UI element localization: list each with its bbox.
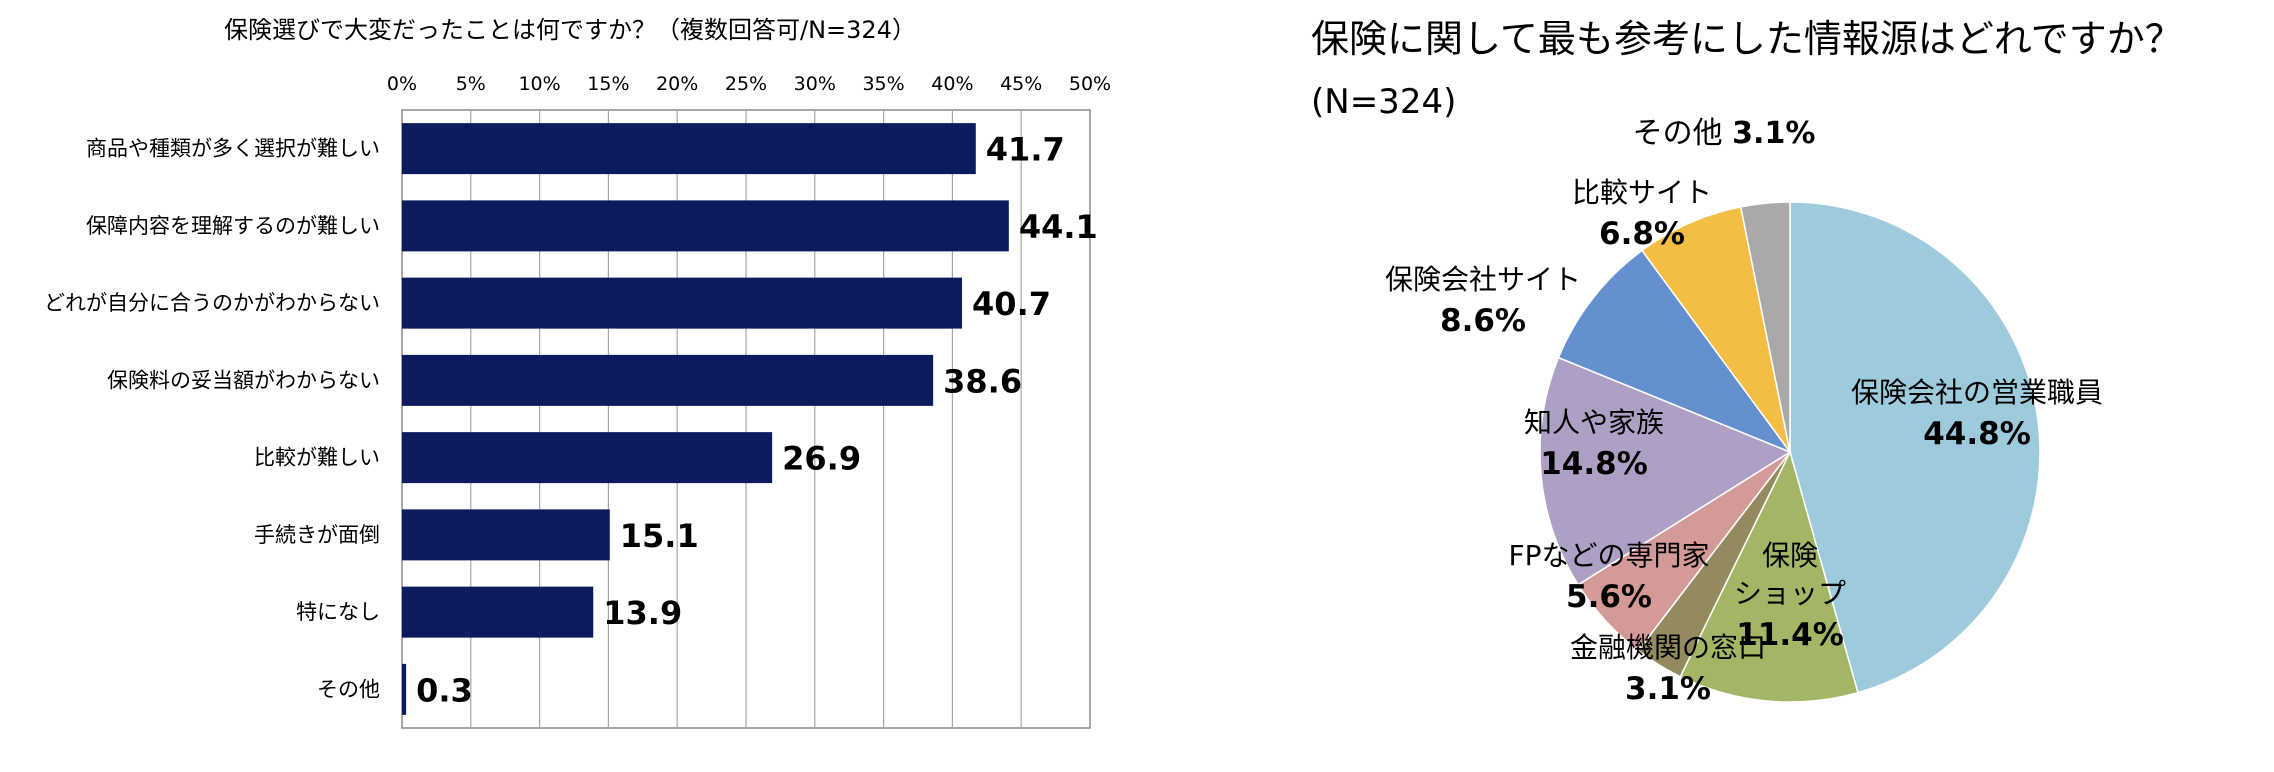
pie-slice: [1739, 201, 1791, 453]
category-label: 保険料の妥当額がわからない: [107, 368, 380, 392]
pie-slice: [1539, 356, 1792, 586]
pie-slice-name: ショップ: [1734, 577, 1846, 610]
pie-slice-name: 保険会社サイト: [1385, 263, 1581, 296]
bar: [402, 663, 407, 715]
pie-chart-title: 保険に関して最も参考にした情報源はどれですか？: [1311, 17, 2183, 61]
x-tick-label: 25%: [725, 73, 767, 95]
pie-slice-name: FPなどの専門家: [1509, 539, 1710, 572]
category-label: 商品や種類が多く選択が難しい: [86, 137, 380, 161]
pie-slice: [1557, 249, 1793, 454]
pie-slice-value: 5.6%: [1566, 579, 1652, 615]
x-tick-label: 10%: [518, 73, 560, 95]
bar-value-label: 0.3: [416, 671, 473, 709]
x-tick-label: 30%: [794, 73, 836, 95]
category-label: 比較が難しい: [254, 446, 380, 470]
pie-slice: [1789, 201, 2041, 694]
category-label: 特になし: [296, 600, 380, 624]
bar-value-label: 26.9: [782, 440, 861, 478]
category-label: 手続きが面倒: [254, 523, 380, 547]
x-tick-label: 0%: [387, 73, 417, 95]
category-label: その他: [317, 677, 380, 701]
pie-slice: [1679, 449, 1859, 703]
x-tick-label: 50%: [1069, 73, 1111, 95]
bar: [402, 432, 773, 484]
bar-value-label: 15.1: [620, 517, 699, 555]
bar-chart: 保険選びで大変だったことは何ですか？（複数回答可/N=324） 0% 5% 10% 1…: [44, 16, 1111, 729]
x-tick-label: 45%: [1000, 73, 1042, 95]
pie-chart-subtitle: (N=324): [1311, 82, 1456, 122]
bar-value-label: 40.7: [972, 285, 1051, 323]
bar: [402, 200, 1009, 252]
pie-slice-value: 6.8%: [1599, 216, 1685, 252]
bar-chart-title: 保険選びで大変だったことは何ですか？（複数回答可/N=324）: [224, 16, 916, 44]
pie-slice-value: 3.1%: [1625, 671, 1711, 707]
pie-slice-value: 11.4%: [1736, 617, 1844, 653]
pie-slice-name: 金融機関の窓口: [1570, 631, 1766, 664]
bar: [402, 277, 963, 329]
bar: [402, 123, 976, 175]
x-tick-label: 15%: [587, 73, 629, 95]
pie-slice-value: 14.8%: [1540, 446, 1648, 482]
bar: [402, 509, 610, 561]
pie-slice-name: 比較サイト: [1572, 176, 1712, 209]
bar-value-label: 13.9: [603, 594, 682, 632]
bar-value-label: 41.7: [986, 131, 1065, 169]
bar: [402, 586, 594, 638]
pie-slice-name: その他: [1633, 116, 1733, 151]
pie-chart: 保険に関して最も参考にした情報源はどれですか？ (N=324) 保険会社の営業職…: [1311, 17, 2183, 707]
bar-value-label: 44.1: [1019, 208, 1098, 246]
pie-slice-name: 保険会社の営業職員: [1851, 376, 2103, 409]
pie-slice-value: 3.1%: [1732, 116, 1815, 151]
category-label: 保障内容を理解するのが難しい: [86, 214, 380, 238]
x-tick-label: 20%: [656, 73, 698, 95]
x-tick-label: 35%: [862, 73, 904, 95]
pie-slice-name: 保険: [1762, 539, 1818, 572]
pie-slice-label: その他 3.1%: [1633, 116, 1816, 151]
x-tick-label: 40%: [931, 73, 973, 95]
bar: [402, 354, 934, 406]
pie-slice-value: 44.8%: [1923, 416, 2031, 452]
bar-value-label: 38.6: [943, 362, 1022, 400]
x-tick-label: 5%: [456, 73, 486, 95]
pie-slice-value: 8.6%: [1440, 303, 1526, 339]
pie-slice-name: 知人や家族: [1524, 406, 1664, 439]
category-label: どれが自分に合うのかがわからない: [44, 291, 380, 315]
